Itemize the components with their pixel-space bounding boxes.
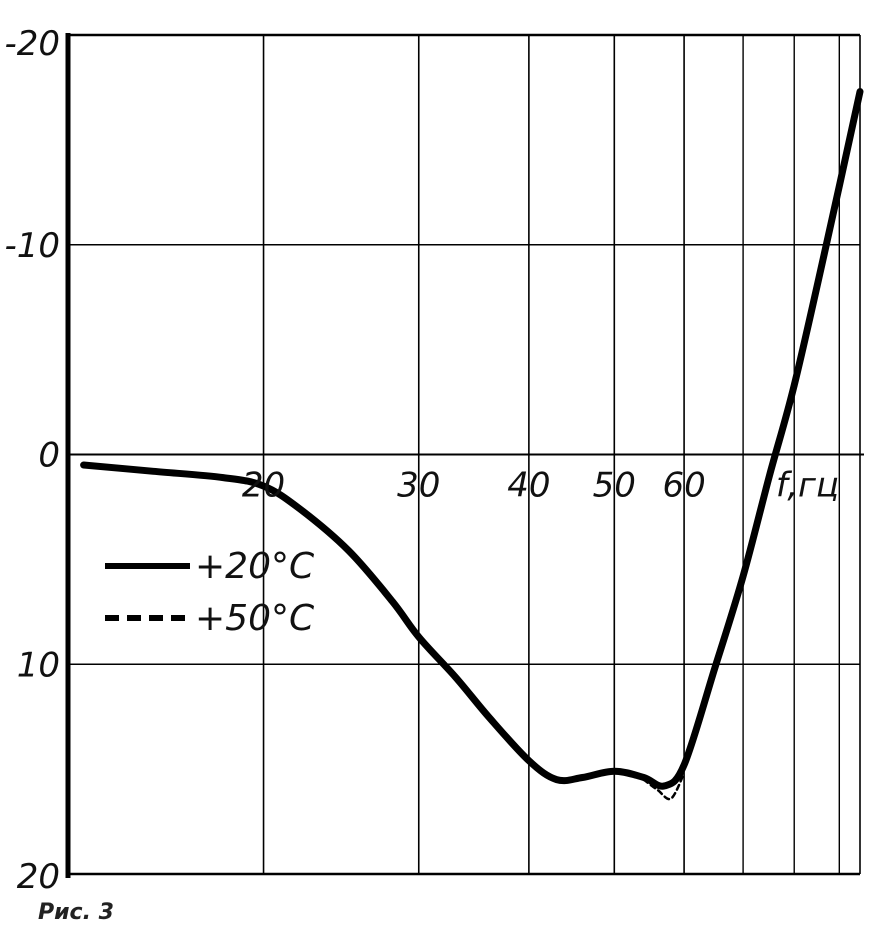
y-tick-label-0: 0 — [38, 436, 60, 476]
x-tick-label-20: 20 — [242, 466, 285, 506]
y-tick-labels: -20 -10 0 10 20 — [4, 24, 60, 897]
legend-label-1: +20°C — [195, 546, 315, 587]
y-tick-label-neg10: -10 — [4, 226, 60, 266]
x-tick-label-60: 60 — [662, 466, 705, 506]
series-line-1 — [80, 88, 864, 790]
x-tick-labels: 20 30 40 50 60 — [242, 466, 706, 506]
figure-caption: Рис. 3 — [38, 900, 114, 925]
series-line-2 — [642, 772, 686, 801]
x-tick-label-30: 30 — [397, 466, 440, 506]
legend-label-2: +50°C — [195, 598, 315, 639]
x-axis-label: f,гц — [776, 466, 839, 506]
x-tick-label-40: 40 — [507, 466, 550, 506]
series-layer — [80, 88, 864, 801]
y-tick-label-10: 10 — [17, 645, 60, 685]
legend: +20°C +50°C — [105, 546, 315, 639]
y-tick-label-20: 20 — [17, 857, 60, 897]
x-tick-label-50: 50 — [593, 466, 636, 506]
y-tick-label-neg20: -20 — [4, 24, 60, 64]
